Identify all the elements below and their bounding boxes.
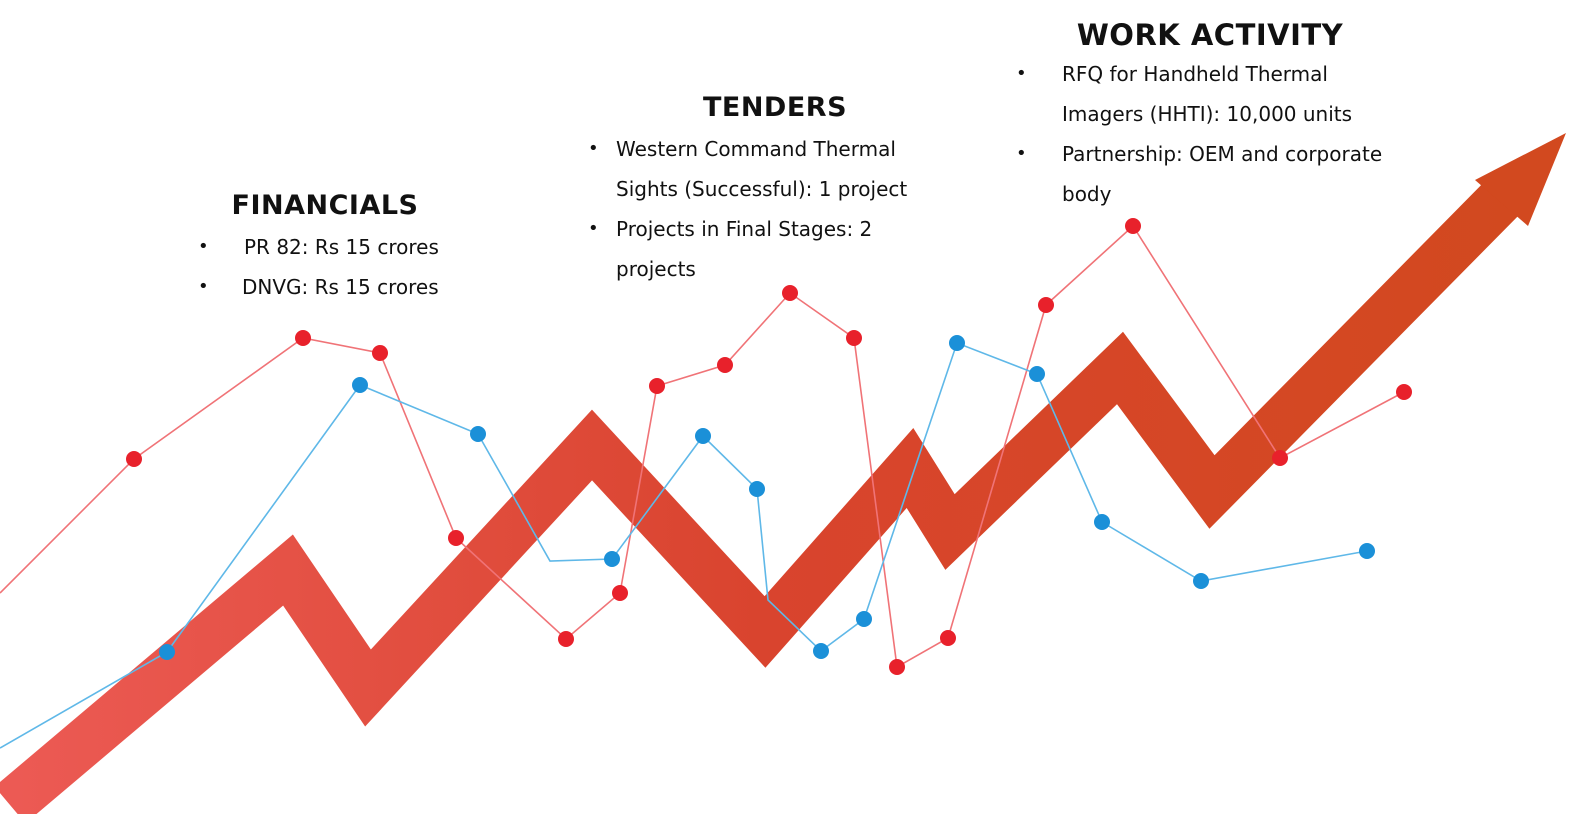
- financials-title: FINANCIALS: [231, 190, 419, 221]
- blue-point: [949, 335, 965, 351]
- red-point: [448, 530, 464, 546]
- red-line-series: [0, 218, 1412, 675]
- blue-point: [1193, 573, 1209, 589]
- blue-point: [1029, 366, 1045, 382]
- red-point: [649, 378, 665, 394]
- red-point: [295, 330, 311, 346]
- red-point: [889, 659, 905, 675]
- blue-point: [1094, 514, 1110, 530]
- blue-line-series: [0, 335, 1375, 749]
- blue-point: [749, 481, 765, 497]
- work-activity-title: WORK ACTIVITY: [1076, 18, 1344, 52]
- red-point: [846, 330, 862, 346]
- tenders-section: TENDERS • Western Command Thermal Sights …: [580, 92, 950, 289]
- blue-point: [695, 428, 711, 444]
- red-point: [940, 630, 956, 646]
- tenders-title: TENDERS: [702, 92, 848, 123]
- blue-point: [1359, 543, 1375, 559]
- list-item: • RFQ for Handheld Thermal Imagers (HHTI)…: [1016, 62, 1353, 126]
- list-item: • Partnership: OEM and corporate body: [1016, 142, 1383, 206]
- blue-point: [856, 611, 872, 627]
- red-point: [558, 631, 574, 647]
- list-item: • DNVG: Rs 15 crores: [198, 275, 439, 299]
- red-point: [372, 345, 388, 361]
- blue-point: [159, 644, 175, 660]
- list-item: • Projects in Final Stages: 2 projects: [588, 217, 873, 281]
- list-item: • Western Command Thermal Sights (Success…: [588, 137, 908, 201]
- red-point: [1272, 450, 1288, 466]
- red-point: [1396, 384, 1412, 400]
- blue-point: [604, 551, 620, 567]
- blue-point: [813, 643, 829, 659]
- work-activity-section: WORK ACTIVITY • RFQ for Handheld Thermal …: [1010, 18, 1440, 214]
- red-point: [126, 451, 142, 467]
- red-point: [1125, 218, 1141, 234]
- red-point: [717, 357, 733, 373]
- red-point: [612, 585, 628, 601]
- list-item: • PR 82: Rs 15 crores: [198, 235, 439, 259]
- zigzag-arrow-body: [0, 173, 1528, 814]
- blue-point: [352, 377, 368, 393]
- financials-section: FINANCIALS • PR 82: Rs 15 crores • DNVG: R…: [190, 190, 460, 307]
- red-point: [1038, 297, 1054, 313]
- blue-point: [470, 426, 486, 442]
- red-point: [782, 285, 798, 301]
- arrow-head-icon: [1475, 133, 1566, 226]
